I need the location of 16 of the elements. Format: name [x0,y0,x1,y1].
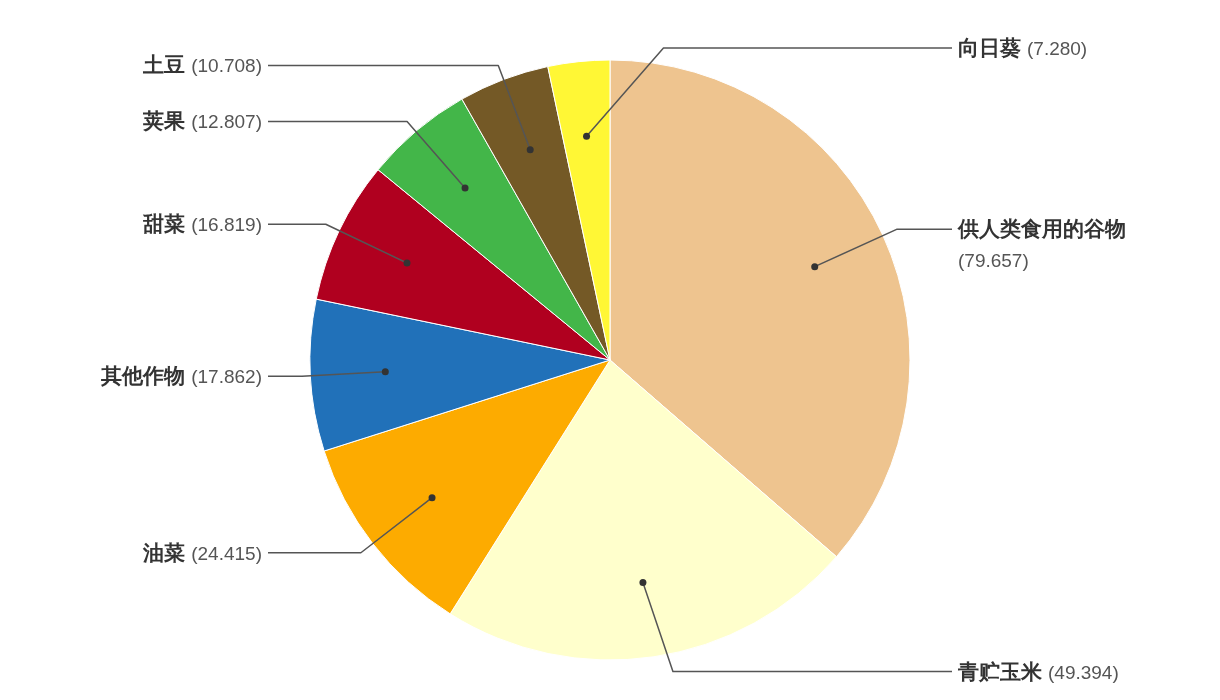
data-label: (7.280) [1027,38,1088,59]
slice-label: 荚果 [142,109,186,133]
slice-label: 供人类食用的谷物 [957,217,1126,241]
data-label: (10.708) [191,55,262,77]
data-label: (24.415) [191,542,262,564]
data-label: (79.657) [958,250,1029,272]
data-label: (49.394) [1048,661,1119,683]
slice-label: 油菜 [142,540,186,564]
slice-label: 青贮玉米 [957,659,1043,683]
data-label: (12.807) [191,111,262,133]
slice-label: 甜菜 [142,212,186,236]
data-label: (16.819) [191,214,262,236]
data-label: (17.862) [191,366,262,388]
slice-label: 向日葵 [958,36,1021,59]
slice-label: 土豆 [142,53,186,77]
slice-label: 其他作物 [100,364,186,388]
